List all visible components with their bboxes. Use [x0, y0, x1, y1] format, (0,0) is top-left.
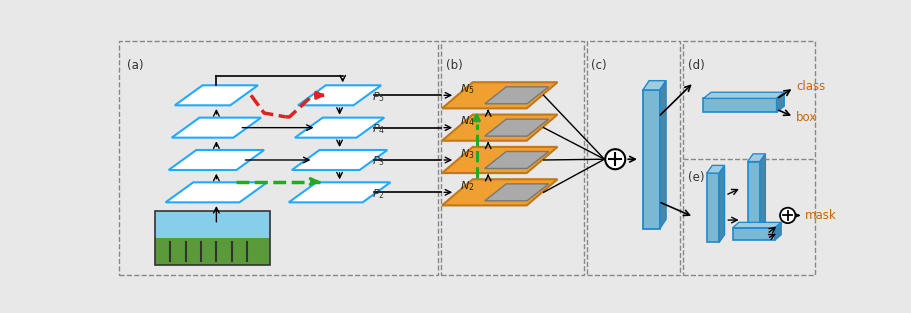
Polygon shape	[660, 81, 665, 228]
Polygon shape	[169, 150, 264, 170]
FancyBboxPatch shape	[586, 41, 680, 275]
Polygon shape	[155, 238, 270, 265]
Polygon shape	[719, 165, 723, 242]
Circle shape	[605, 149, 625, 169]
Polygon shape	[642, 81, 665, 90]
Polygon shape	[706, 173, 719, 242]
Polygon shape	[775, 92, 783, 112]
Text: $P_4$: $P_4$	[372, 122, 384, 136]
FancyBboxPatch shape	[119, 41, 437, 275]
Polygon shape	[484, 87, 548, 104]
Text: (d): (d)	[687, 59, 703, 72]
Text: (b): (b)	[445, 59, 462, 72]
Polygon shape	[759, 154, 764, 239]
Polygon shape	[732, 222, 781, 228]
Polygon shape	[292, 150, 387, 170]
Text: mask: mask	[804, 209, 835, 222]
Polygon shape	[294, 118, 384, 138]
Text: (a): (a)	[127, 59, 143, 72]
Text: $N_4$: $N_4$	[459, 115, 474, 128]
Polygon shape	[166, 182, 267, 202]
Polygon shape	[289, 182, 390, 202]
FancyBboxPatch shape	[682, 41, 814, 275]
Circle shape	[779, 208, 794, 223]
Polygon shape	[442, 115, 557, 141]
Polygon shape	[642, 90, 660, 228]
Polygon shape	[442, 147, 557, 173]
Text: box: box	[795, 111, 816, 124]
Text: $N_3$: $N_3$	[459, 147, 474, 161]
Text: $P_5$: $P_5$	[372, 90, 384, 104]
Polygon shape	[732, 228, 774, 240]
Polygon shape	[774, 222, 781, 240]
Polygon shape	[747, 154, 764, 162]
Polygon shape	[702, 98, 775, 112]
Polygon shape	[298, 85, 381, 105]
FancyBboxPatch shape	[441, 41, 583, 275]
Polygon shape	[442, 82, 557, 108]
Text: (c): (c)	[590, 59, 607, 72]
Text: $N_2$: $N_2$	[459, 179, 474, 193]
Polygon shape	[442, 179, 557, 205]
Text: (e): (e)	[687, 171, 703, 184]
Polygon shape	[155, 211, 270, 238]
Polygon shape	[484, 151, 548, 168]
Polygon shape	[706, 165, 723, 173]
Text: $N_5$: $N_5$	[459, 82, 474, 96]
Polygon shape	[702, 92, 783, 98]
Text: class: class	[795, 80, 824, 93]
Text: $P_2$: $P_2$	[372, 187, 384, 201]
Polygon shape	[171, 118, 261, 138]
Polygon shape	[484, 184, 548, 201]
Text: $P_3$: $P_3$	[372, 155, 384, 168]
Polygon shape	[747, 162, 759, 239]
Polygon shape	[175, 85, 258, 105]
Polygon shape	[484, 119, 548, 136]
